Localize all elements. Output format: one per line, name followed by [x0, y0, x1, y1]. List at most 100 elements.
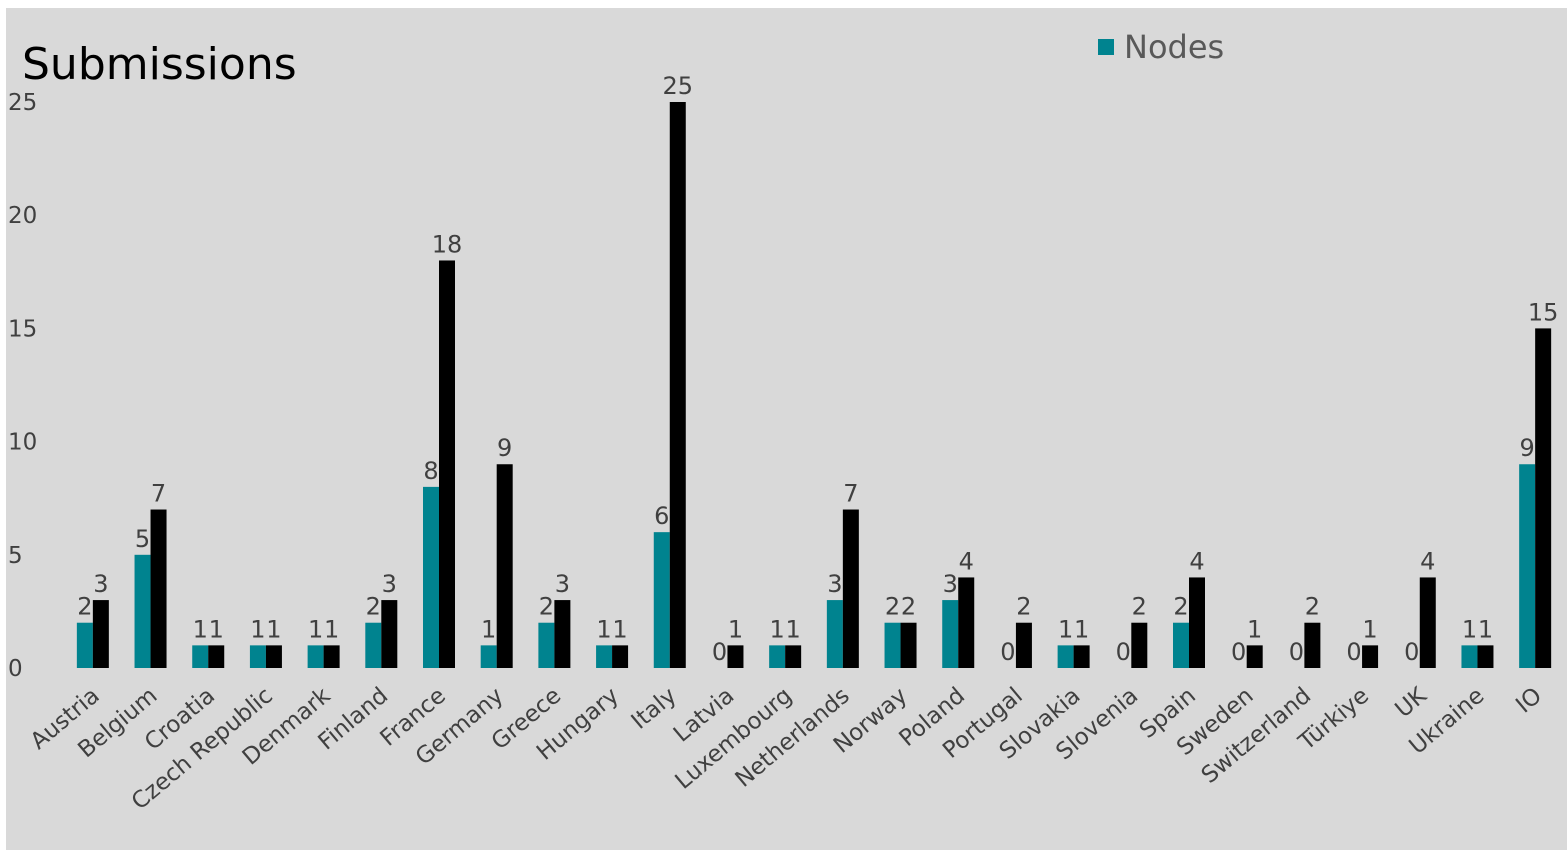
data-label-series-2: 3	[382, 570, 397, 598]
bar-series-2	[1304, 622, 1321, 668]
legend-swatch-nodes	[1098, 39, 1114, 55]
bar-nodes	[249, 645, 266, 668]
bar-series-2	[842, 509, 859, 668]
data-label-nodes: 0	[1000, 638, 1015, 666]
data-label-nodes: 2	[77, 593, 92, 621]
data-label-nodes: 3	[943, 570, 958, 598]
bar-series-2	[1362, 645, 1379, 668]
data-label-nodes: 1	[1462, 615, 1477, 643]
bar-nodes	[192, 645, 209, 668]
bar-nodes	[480, 645, 497, 668]
bar-series-2	[1131, 622, 1148, 668]
data-label-nodes: 0	[712, 638, 727, 666]
data-label-series-2: 2	[901, 593, 916, 621]
data-label-series-2: 4	[959, 547, 974, 575]
bar-series-2	[92, 600, 109, 668]
bar-nodes	[365, 622, 382, 668]
bar-series-2	[958, 577, 975, 668]
data-label-nodes: 5	[135, 525, 150, 553]
data-label-nodes: 1	[481, 615, 496, 643]
bar-nodes	[134, 554, 151, 668]
legend: Nodes	[1098, 28, 1224, 66]
bar-nodes	[596, 645, 613, 668]
y-tick-label: 25	[8, 90, 37, 116]
data-label-series-2: 1	[728, 615, 743, 643]
data-label-nodes: 0	[1404, 638, 1419, 666]
chart-title: Submissions	[22, 39, 297, 90]
data-label-nodes: 0	[1289, 638, 1304, 666]
bar-series-2	[439, 260, 455, 668]
bar-series-2	[323, 645, 340, 668]
bar-series-2	[727, 645, 744, 668]
y-tick-label: 20	[8, 203, 37, 229]
bar-series-2	[1535, 328, 1552, 668]
data-label-nodes: 8	[423, 457, 438, 485]
bar-nodes	[1057, 645, 1074, 668]
bar-series-2	[1015, 622, 1032, 668]
bar-nodes	[653, 532, 670, 668]
y-tick-label: 0	[8, 656, 23, 682]
data-label-series-2: 9	[497, 434, 512, 462]
bar-series-2	[150, 509, 167, 668]
data-label-series-2: 25	[662, 72, 693, 100]
data-label-nodes: 1	[250, 615, 265, 643]
data-label-nodes: 1	[770, 615, 785, 643]
bar-series-2	[669, 102, 686, 668]
bar-series-2	[785, 645, 802, 668]
data-label-series-2: 1	[266, 615, 281, 643]
data-label-nodes: 2	[539, 593, 554, 621]
data-label-series-2: 4	[1189, 547, 1204, 575]
y-tick-label: 5	[8, 543, 23, 569]
data-label-series-2: 1	[324, 615, 339, 643]
bar-nodes	[1461, 645, 1478, 668]
y-tick-label: 10	[8, 430, 37, 456]
bar-series-2	[208, 645, 225, 668]
y-axis: 0 5 10 15 20 25	[8, 90, 37, 682]
bars	[76, 102, 1552, 668]
data-label-nodes: 2	[885, 593, 900, 621]
bar-nodes	[307, 645, 324, 668]
data-label-series-2: 2	[1016, 593, 1031, 621]
data-label-nodes: 1	[1058, 615, 1073, 643]
data-label-series-2: 7	[843, 480, 858, 508]
bar-nodes	[884, 622, 901, 668]
y-tick-label: 15	[8, 316, 37, 342]
data-label-nodes: 2	[1173, 593, 1188, 621]
data-label-nodes: 0	[1346, 638, 1361, 666]
data-label-nodes: 3	[827, 570, 842, 598]
bar-series-2	[1073, 645, 1090, 668]
data-label-series-2: 1	[1362, 615, 1377, 643]
data-label-series-2: 1	[786, 615, 801, 643]
bar-series-2	[1189, 577, 1205, 668]
data-label-series-2: 4	[1420, 547, 1435, 575]
data-label-nodes: 0	[1231, 638, 1246, 666]
bar-series-2	[1246, 645, 1263, 668]
bar-series-2	[381, 600, 398, 668]
legend-label-nodes: Nodes	[1124, 28, 1224, 66]
bar-series-2	[1419, 577, 1436, 668]
bar-nodes	[1519, 464, 1536, 668]
bar-series-2	[554, 600, 571, 668]
data-label-series-2: 1	[209, 615, 224, 643]
bar-series-2	[612, 645, 629, 668]
data-label-series-2: 2	[1305, 593, 1320, 621]
data-label-series-2: 2	[1132, 593, 1147, 621]
data-label-series-2: 1	[612, 615, 627, 643]
bar-nodes	[826, 600, 843, 668]
bar-nodes	[538, 622, 555, 668]
bar-series-2	[900, 622, 917, 668]
bar-nodes	[942, 600, 959, 668]
data-label-nodes: 1	[193, 615, 208, 643]
data-label-series-2: 3	[93, 570, 108, 598]
data-label-nodes: 6	[654, 502, 669, 530]
bar-series-2	[265, 645, 282, 668]
bar-nodes	[423, 486, 439, 668]
data-label-series-2: 7	[151, 480, 166, 508]
data-label-series-2: 1	[1074, 615, 1089, 643]
data-label-nodes: 2	[366, 593, 381, 621]
data-label-series-2: 3	[555, 570, 570, 598]
